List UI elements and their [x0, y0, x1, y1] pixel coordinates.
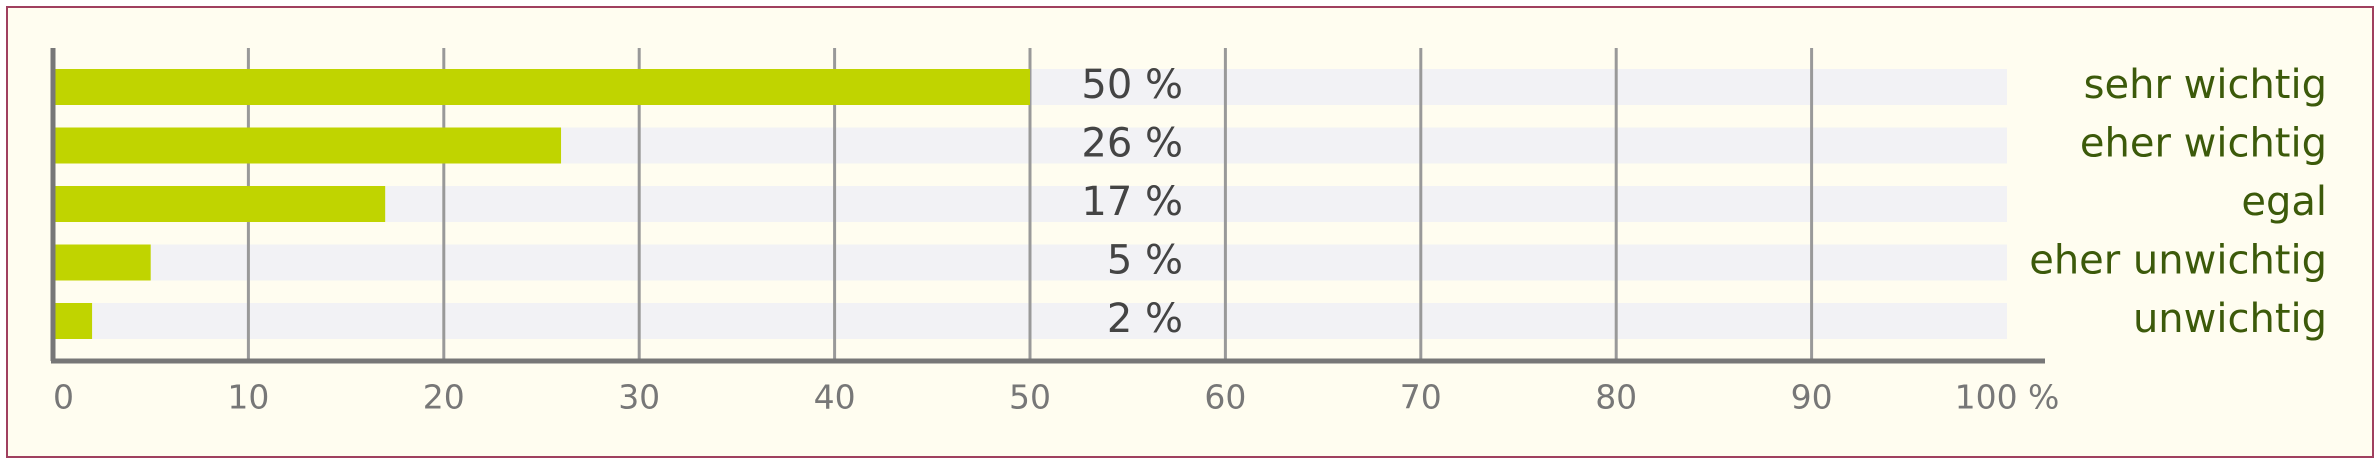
category-label: unwichtig [2133, 296, 2327, 342]
category-label: sehr wichtig [2084, 62, 2327, 108]
category-label: eher unwichtig [2029, 238, 2327, 284]
value-label: 50 % [1081, 62, 1183, 108]
x-tick-label: 20 [423, 378, 465, 417]
value-label: 26 % [1081, 121, 1183, 167]
x-tick-label: 30 [618, 378, 660, 417]
x-tick-label: 50 [1009, 378, 1051, 417]
bar [53, 186, 386, 222]
x-tick-label: 40 [814, 378, 856, 417]
x-tick-label: 70 [1400, 378, 1442, 417]
x-tick-label: 0 [53, 378, 74, 417]
value-label: 2 % [1107, 296, 1183, 342]
bar [53, 127, 562, 164]
bar [53, 244, 151, 281]
bar [53, 303, 93, 339]
x-tick-label: 80 [1595, 378, 1637, 417]
value-label: 5 % [1107, 238, 1183, 284]
category-label: egal [2241, 179, 2327, 225]
x-tick-label: 100 % [1955, 378, 2060, 417]
bar [53, 69, 1030, 105]
category-label: eher wichtig [2080, 121, 2327, 167]
x-tick-label: 90 [1791, 378, 1833, 417]
x-tick-label: 10 [227, 378, 269, 417]
x-tick-label: 60 [1204, 378, 1246, 417]
value-label: 17 % [1081, 179, 1183, 225]
